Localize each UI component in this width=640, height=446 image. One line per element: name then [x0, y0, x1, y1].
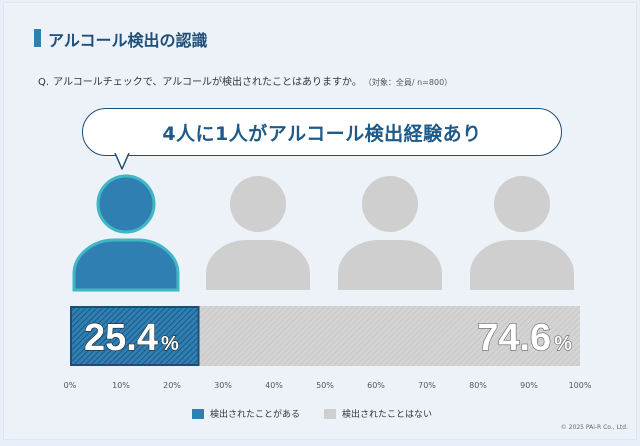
page-title: アルコール検出の認識	[48, 31, 208, 50]
x-tick-label: 0%	[63, 381, 77, 390]
question-text: アルコールチェックで、アルコールが検出されたことはありますか。	[53, 77, 362, 88]
question: Q. アルコールチェックで、アルコールが検出されたことはありますか。 （対象：全員/…	[38, 73, 452, 88]
callout-bubble: 4人に1人がアルコール検出経験あり	[82, 108, 562, 156]
question-note: （対象：全員/ n=800）	[367, 78, 453, 87]
person-icon	[338, 176, 442, 290]
stacked-bar: 25.4% 74.6%	[70, 306, 580, 366]
bar-label-not-detected-value: 74.6	[477, 317, 551, 359]
legend-label-not-detected: 検出されたことはない	[342, 410, 433, 420]
bar-segment-detected	[70, 306, 200, 366]
x-tick-label: 30%	[214, 381, 232, 390]
x-tick-label: 10%	[112, 381, 130, 390]
bar-label-detected-unit: %	[161, 333, 179, 355]
copyright: © 2025 PAi-R Co., Ltd.	[560, 424, 628, 431]
callout-tail	[114, 153, 130, 170]
title-accent-bar	[34, 29, 41, 47]
legend-item-not-detected: 検出されたことはない	[324, 407, 432, 420]
legend-swatch-detected	[192, 408, 204, 419]
x-tick-label: 40%	[265, 381, 283, 390]
bar-label-detected-value: 25.4	[84, 317, 158, 359]
question-mark: Q.	[38, 77, 50, 88]
legend-label-detected: 検出されたことがある	[210, 410, 301, 420]
slide: アルコール検出の認識 Q. アルコールチェックで、アルコールが検出されたことはあり…	[4, 3, 636, 439]
person-icon	[72, 174, 180, 292]
x-tick-label: 20%	[163, 381, 181, 390]
legend-swatch-not-detected	[324, 408, 337, 419]
x-tick-label: 80%	[469, 381, 487, 390]
person-icon	[206, 176, 310, 290]
x-tick-label: 70%	[418, 381, 436, 390]
legend: 検出されたことがある 検出されたことはない	[192, 407, 432, 420]
bar-label-not-detected: 74.6%	[477, 317, 572, 359]
legend-item-detected: 検出されたことがある	[192, 407, 300, 420]
x-tick-label: 90%	[520, 381, 538, 390]
bar-segment-not-detected	[199, 306, 580, 366]
bar-label-detected: 25.4%	[84, 317, 179, 359]
x-tick-label: 60%	[367, 381, 385, 390]
bar-label-not-detected-unit: %	[554, 333, 572, 355]
x-tick-label: 100%	[568, 381, 592, 390]
x-tick-label: 50%	[316, 381, 334, 390]
stacked-bar-svg: 25.4% 74.6%	[70, 306, 580, 366]
person-icon	[470, 176, 574, 290]
callout-text: 4人に1人がアルコール検出経験あり	[162, 122, 482, 145]
